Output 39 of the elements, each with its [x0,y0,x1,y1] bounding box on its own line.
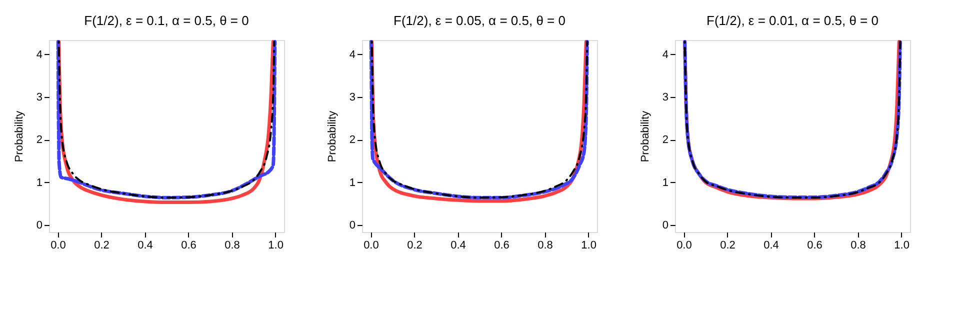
chart-title: F(1/2), ε = 0.1, α = 0.5, θ = 0 [84,13,249,28]
x-tick-label: 0.6 [181,240,196,252]
y-axis-title: Probability [13,110,26,162]
y-tick-label: 2 [349,134,356,146]
x-tick-label: 0.2 [94,240,110,252]
x-tick-label: 0.0 [676,240,692,252]
y-tick-label: 2 [36,134,42,146]
y-tick-label: 1 [36,176,42,189]
y-tick-label: 0 [662,219,668,232]
x-tick-label: 0.8 [538,240,553,252]
y-tick-label: 3 [662,92,668,104]
x-tick-label: 0.8 [224,240,240,252]
x-tick-label: 0.2 [407,240,422,252]
x-tick-label: 0.6 [494,240,510,252]
x-tick-label: 0.6 [807,240,822,252]
chart-title: F(1/2), ε = 0.01, α = 0.5, θ = 0 [706,13,878,28]
y-tick-label: 2 [662,134,668,146]
y-axis-title: Probability [639,110,652,162]
x-tick-label: 0.4 [138,240,153,252]
x-tick-label: 1.0 [894,240,910,252]
y-tick-label: 1 [349,176,356,189]
y-tick-label: 3 [36,92,42,104]
y-tick-label: 4 [349,48,356,61]
chart-title: F(1/2), ε = 0.05, α = 0.5, θ = 0 [394,13,566,28]
x-tick-label: 1.0 [581,240,596,252]
y-tick-label: 4 [36,48,42,61]
y-tick-label: 3 [349,92,356,104]
x-tick-label: 0.2 [720,240,736,252]
y-tick-label: 0 [349,219,356,232]
y-tick-label: 0 [36,219,42,232]
y-axis-title: Probability [326,110,338,162]
y-tick-label: 1 [662,176,668,189]
x-tick-label: 0.0 [50,240,66,252]
x-tick-label: 1.0 [268,240,284,252]
y-tick-label: 4 [662,48,668,61]
x-tick-label: 0.8 [850,240,866,252]
x-tick-label: 0.4 [450,240,466,252]
x-tick-label: 0.4 [764,240,779,252]
x-tick-label: 0.0 [364,240,379,252]
